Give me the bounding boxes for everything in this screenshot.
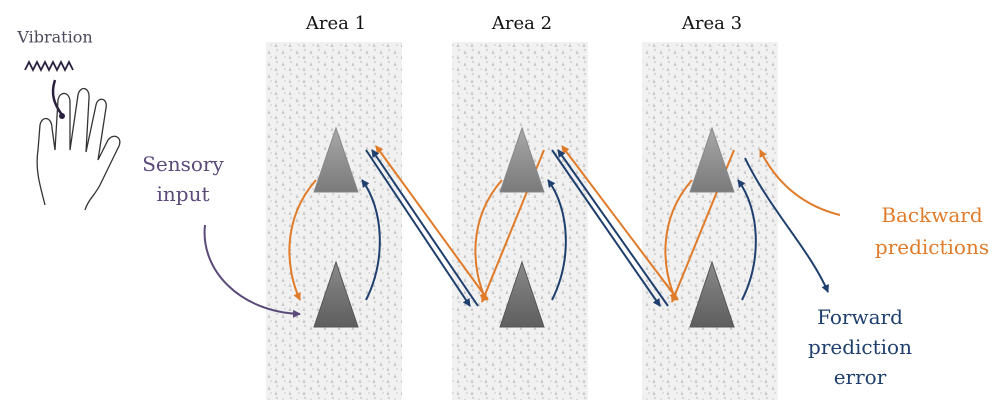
backward-arrow xyxy=(561,145,679,301)
hand-icon xyxy=(24,59,121,211)
sensory-arrow xyxy=(203,224,301,318)
intra-forward xyxy=(361,179,381,301)
cortex-column xyxy=(266,42,402,400)
area-label: Area 1 xyxy=(305,13,366,34)
forward-label: Forward prediction error xyxy=(808,305,912,389)
intra-backward xyxy=(664,179,693,301)
deep-neuron xyxy=(689,260,735,328)
backward-arrow xyxy=(759,149,841,216)
forward-arrow xyxy=(557,149,669,307)
intra-forward xyxy=(737,179,757,301)
cortex-columns xyxy=(266,42,778,400)
forward-arrow xyxy=(744,157,829,293)
forward-arrow xyxy=(371,149,479,307)
forward-arrow xyxy=(365,149,471,307)
backward-arrow xyxy=(375,145,489,301)
arrows xyxy=(203,145,841,318)
cortex-column xyxy=(452,42,588,400)
vibration-label: Vibration xyxy=(16,28,92,47)
sensory-input-label: Sensory input xyxy=(142,152,224,206)
superficial-neuron xyxy=(689,126,735,193)
backward-label: Backward predictions xyxy=(875,203,989,259)
superficial-neuron xyxy=(313,126,359,193)
deep-neuron xyxy=(313,260,359,328)
area-label: Area 3 xyxy=(681,13,742,34)
intra-backward xyxy=(288,179,317,301)
deep-neuron xyxy=(499,260,545,328)
forward-arrow xyxy=(551,149,661,307)
cortex-column xyxy=(642,42,778,400)
intra-backward xyxy=(474,179,503,301)
area-label: Area 2 xyxy=(491,13,552,34)
intra-forward xyxy=(547,179,567,301)
superficial-neuron xyxy=(499,126,545,193)
